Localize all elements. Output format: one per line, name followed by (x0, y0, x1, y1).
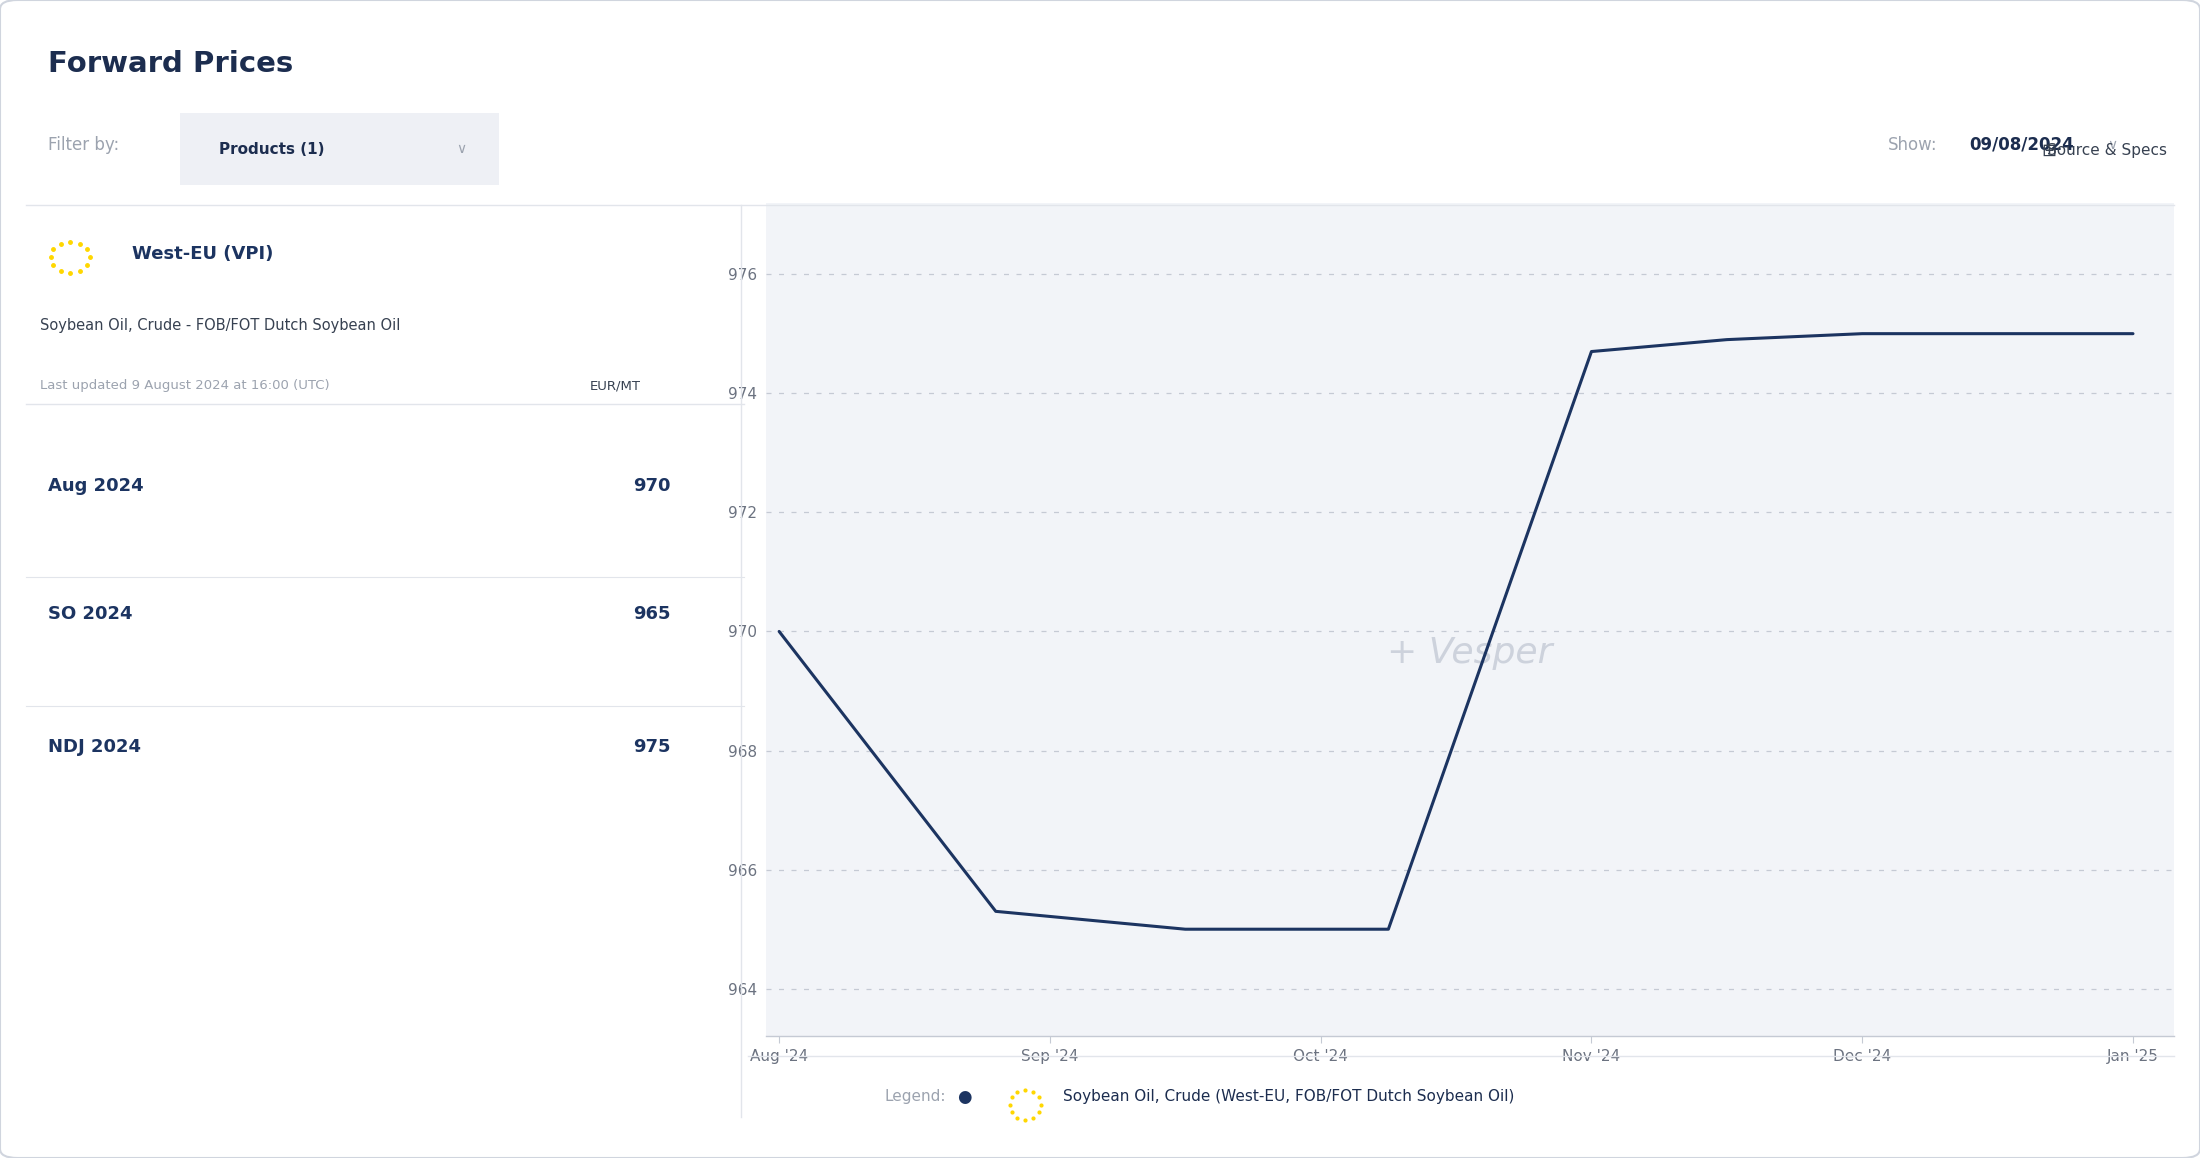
Text: + Vesper: + Vesper (1386, 636, 1553, 669)
FancyBboxPatch shape (167, 111, 513, 188)
Text: Soybean Oil, Crude (West-EU, FOB/FOT Dutch Soybean Oil): Soybean Oil, Crude (West-EU, FOB/FOT Dut… (1063, 1090, 1514, 1104)
Text: Soybean Oil, Crude - FOB/FOT Dutch Soybean Oil: Soybean Oil, Crude - FOB/FOT Dutch Soybe… (40, 318, 400, 332)
Text: NDJ 2024: NDJ 2024 (48, 738, 141, 756)
Text: Products (1): Products (1) (218, 142, 323, 156)
Text: 965: 965 (634, 604, 671, 623)
Text: ⊞: ⊞ (2042, 141, 2057, 160)
Text: Forward Prices: Forward Prices (48, 50, 293, 78)
Text: 975: 975 (634, 738, 671, 756)
Text: SO 2024: SO 2024 (48, 604, 132, 623)
Text: ●: ● (957, 1087, 972, 1106)
Text: Filter by:: Filter by: (48, 135, 119, 154)
Text: Source & Specs: Source & Specs (2046, 144, 2167, 157)
Text: ∨: ∨ (455, 142, 466, 156)
Text: EUR/MT: EUR/MT (590, 379, 640, 393)
Text: Aug 2024: Aug 2024 (48, 477, 143, 496)
Text: Legend:: Legend: (884, 1090, 946, 1104)
Text: 09/08/2024: 09/08/2024 (1969, 135, 2075, 154)
Text: ∨: ∨ (2108, 138, 2119, 152)
Text: Last updated 9 August 2024 at 16:00 (UTC): Last updated 9 August 2024 at 16:00 (UTC… (40, 379, 330, 393)
Text: West-EU (VPI): West-EU (VPI) (132, 244, 273, 263)
Text: Show:: Show: (1888, 135, 1938, 154)
Text: 970: 970 (634, 477, 671, 496)
